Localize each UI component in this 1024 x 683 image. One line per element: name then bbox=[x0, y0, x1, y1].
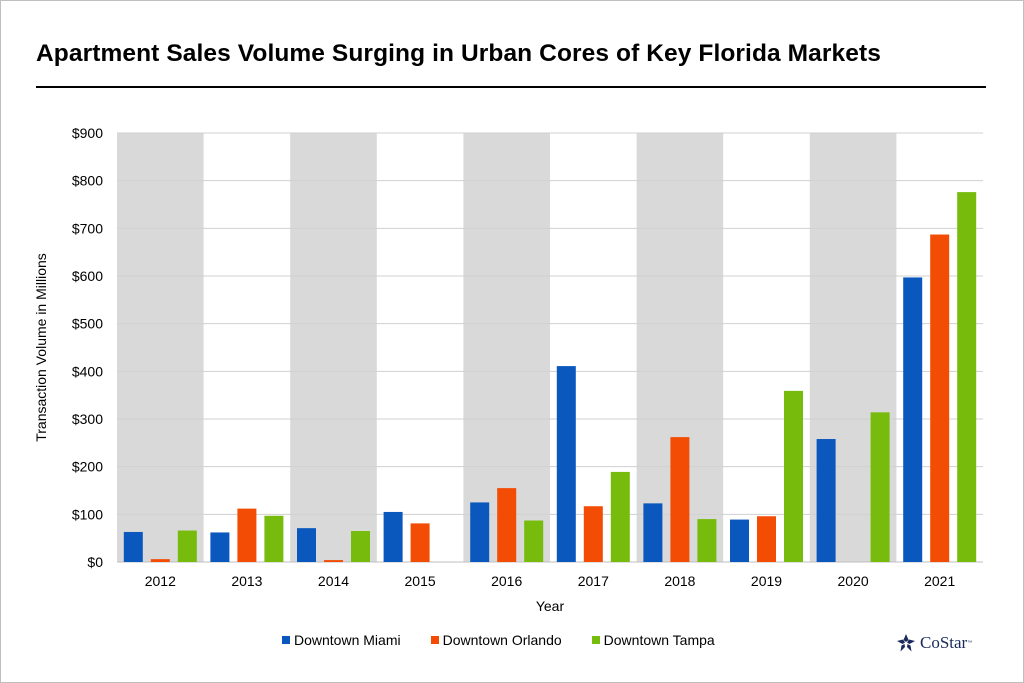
bar-downtown-orlando-2018 bbox=[670, 437, 690, 562]
bar-downtown-miami-2019 bbox=[730, 519, 749, 562]
bar-downtown-orlando-2019 bbox=[757, 516, 776, 562]
bar-downtown-tampa-2017 bbox=[610, 471, 630, 562]
costar-wordmark: CoStar bbox=[920, 633, 968, 652]
chart-title: Apartment Sales Volume Surging in Urban … bbox=[36, 40, 881, 67]
costar-logo: CoStar ™ bbox=[896, 633, 972, 653]
x-tick-label: 2019 bbox=[751, 573, 782, 589]
x-tick-label: 2015 bbox=[405, 573, 436, 589]
bar-downtown-orlando-2016 bbox=[497, 488, 517, 562]
bar-downtown-orlando-2017 bbox=[583, 506, 603, 562]
bar-downtown-tampa-2016 bbox=[524, 520, 544, 562]
y-tick-label: $800 bbox=[72, 173, 103, 189]
title-underline bbox=[36, 86, 986, 88]
bar-downtown-orlando-2014 bbox=[324, 560, 343, 562]
bar-downtown-orlando-2013 bbox=[237, 508, 257, 562]
bar-downtown-orlando-2012 bbox=[150, 559, 170, 562]
y-tick-label: $600 bbox=[72, 268, 103, 284]
bar-downtown-tampa-2014 bbox=[351, 531, 370, 562]
bar-downtown-miami-2021 bbox=[903, 277, 923, 562]
legend-swatch-miami bbox=[282, 636, 290, 644]
x-tick-label: 2018 bbox=[664, 573, 695, 589]
bar-downtown-tampa-2020 bbox=[870, 412, 890, 562]
bar-downtown-miami-2012 bbox=[123, 531, 143, 562]
bar-downtown-miami-2013 bbox=[210, 532, 230, 562]
costar-star-icon bbox=[897, 634, 915, 652]
y-tick-label: $0 bbox=[87, 554, 103, 570]
bar-downtown-tampa-2018 bbox=[697, 519, 717, 562]
y-tick-label: $500 bbox=[72, 316, 103, 332]
bar-downtown-miami-2017 bbox=[556, 366, 576, 562]
legend-item-miami: Downtown Miami bbox=[282, 632, 401, 648]
x-tick-label: 2012 bbox=[145, 573, 176, 589]
costar-trademark: ™ bbox=[967, 640, 973, 646]
bar-downtown-orlando-2015 bbox=[410, 523, 430, 562]
bar-downtown-miami-2015 bbox=[383, 511, 403, 562]
bar-downtown-tampa-2012 bbox=[177, 530, 197, 562]
x-tick-label: 2021 bbox=[924, 573, 955, 589]
bar-downtown-tampa-2021 bbox=[957, 192, 977, 562]
y-tick-label: $900 bbox=[72, 125, 103, 141]
bar-downtown-miami-2018 bbox=[643, 503, 663, 562]
y-tick-label: $700 bbox=[72, 220, 103, 236]
bar-downtown-miami-2016 bbox=[470, 502, 490, 562]
legend-label-tampa: Downtown Tampa bbox=[603, 632, 715, 648]
x-axis-title: Year bbox=[536, 598, 565, 614]
x-tick-label: 2013 bbox=[231, 573, 262, 589]
legend-swatch-tampa bbox=[591, 636, 600, 644]
bar-downtown-tampa-2013 bbox=[264, 515, 284, 562]
y-tick-label: $200 bbox=[72, 459, 103, 475]
legend-item-tampa: Downtown Tampa bbox=[591, 632, 715, 648]
x-tick-label: 2020 bbox=[838, 573, 869, 589]
bar-downtown-miami-2020 bbox=[816, 439, 836, 562]
legend-label-orlando: Downtown Orlando bbox=[442, 632, 562, 648]
legend-label-miami: Downtown Miami bbox=[294, 632, 401, 648]
bar-downtown-tampa-2019 bbox=[784, 390, 803, 562]
y-tick-label: $300 bbox=[72, 411, 103, 427]
legend: Downtown Miami Downtown Orlando Downtown… bbox=[282, 632, 745, 648]
shaded-band-2014 bbox=[290, 133, 377, 562]
y-tick-label: $400 bbox=[72, 363, 103, 379]
x-tick-label: 2017 bbox=[578, 573, 609, 589]
x-tick-label: 2016 bbox=[491, 573, 522, 589]
y-axis-title: Transaction Volume in Millions bbox=[33, 253, 49, 442]
shaded-band-2012 bbox=[117, 133, 204, 562]
legend-item-orlando: Downtown Orlando bbox=[430, 632, 562, 648]
bar-downtown-orlando-2021 bbox=[930, 234, 950, 562]
bar-downtown-miami-2014 bbox=[297, 528, 316, 562]
legend-swatch-orlando bbox=[430, 636, 439, 644]
y-tick-label: $100 bbox=[72, 506, 103, 522]
x-tick-label: 2014 bbox=[318, 573, 349, 589]
